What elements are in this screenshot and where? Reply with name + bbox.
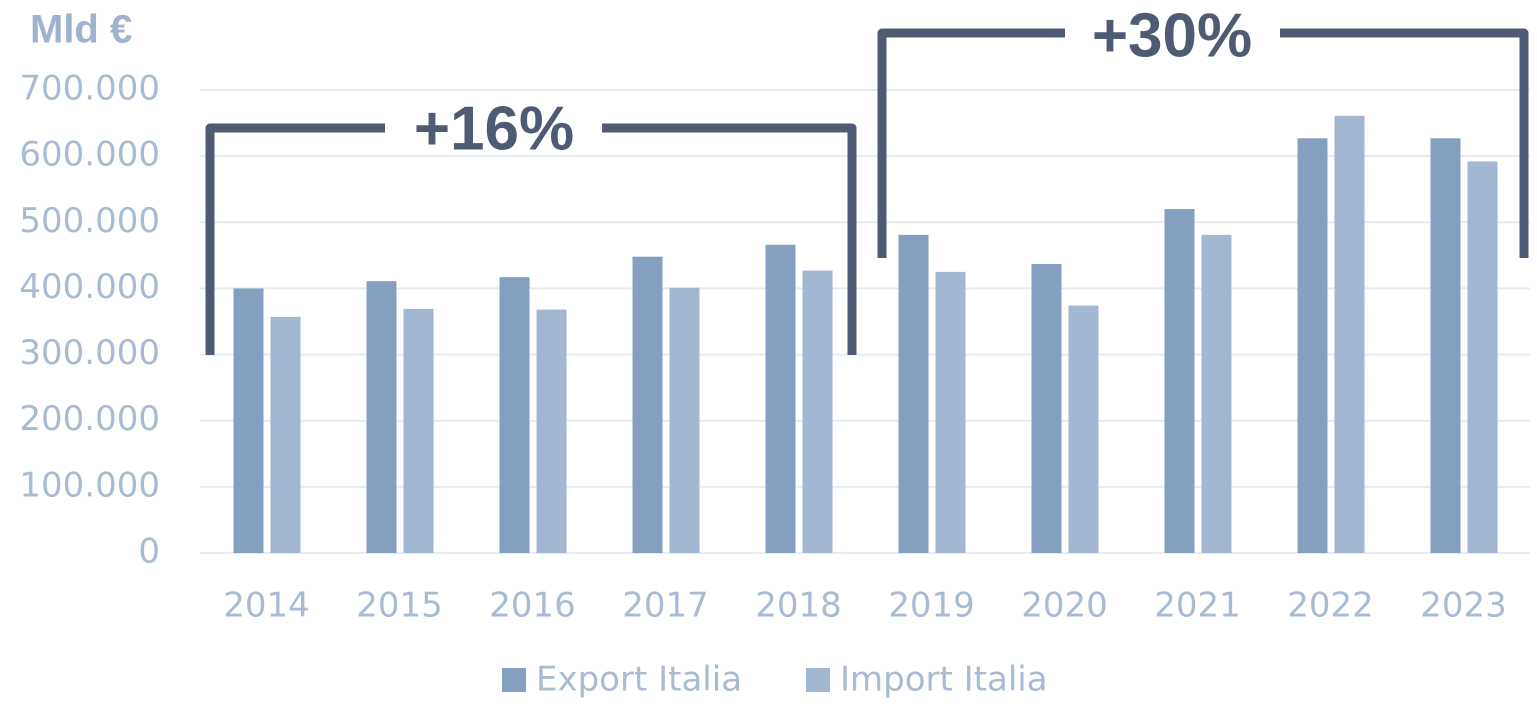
bar	[1430, 138, 1461, 553]
x-tick-label: 2019	[888, 586, 975, 626]
y-tick-label: 700.000	[19, 69, 160, 109]
bar	[536, 309, 567, 553]
x-tick-label: 2020	[1021, 586, 1108, 626]
y-axis-label: Mld €	[30, 8, 132, 52]
legend-swatch	[502, 668, 526, 692]
bar	[1201, 234, 1232, 554]
y-tick-label: 0	[138, 532, 160, 572]
x-tick-label: 2023	[1420, 586, 1507, 626]
legend-label: Import Italia	[840, 660, 1048, 700]
y-tick-label: 100.000	[19, 465, 160, 505]
bar	[366, 281, 397, 553]
x-tick-label: 2022	[1287, 586, 1374, 626]
bar	[802, 270, 833, 553]
y-tick-label: 500.000	[19, 201, 160, 241]
bracket	[877, 28, 1529, 258]
annotation: +16%	[414, 94, 574, 163]
bar	[233, 288, 264, 553]
bar	[1467, 161, 1498, 554]
bar	[403, 308, 434, 553]
bar	[1297, 138, 1328, 553]
bar	[499, 277, 530, 553]
bar	[632, 256, 663, 553]
legend-swatch	[806, 668, 830, 692]
bar	[270, 316, 301, 553]
bar	[935, 271, 966, 553]
x-tick-label: 2017	[622, 586, 709, 626]
legend-label: Export Italia	[536, 660, 742, 700]
plot-area: 0 100.000 200.000 300.000 400.000 500.000 600.…	[19, 69, 1530, 626]
y-tick-label: 400.000	[19, 267, 160, 307]
bar	[765, 244, 796, 553]
bar	[1164, 209, 1195, 554]
x-tick-label: 2021	[1154, 586, 1241, 626]
bar	[1031, 263, 1062, 553]
bar	[669, 287, 700, 553]
bar	[898, 234, 929, 554]
x-tick-label: 2018	[755, 586, 842, 626]
x-tick-label: 2016	[489, 586, 576, 626]
y-tick-label: 600.000	[19, 135, 160, 175]
bracket	[205, 123, 857, 355]
x-tick-label: 2014	[223, 586, 310, 626]
y-tick-label: 200.000	[19, 399, 160, 439]
bar	[1334, 115, 1365, 553]
y-tick-label: 300.000	[19, 333, 160, 373]
x-tick-label: 2015	[356, 586, 443, 626]
annotation: +30%	[1092, 1, 1252, 70]
bar	[1068, 305, 1099, 553]
